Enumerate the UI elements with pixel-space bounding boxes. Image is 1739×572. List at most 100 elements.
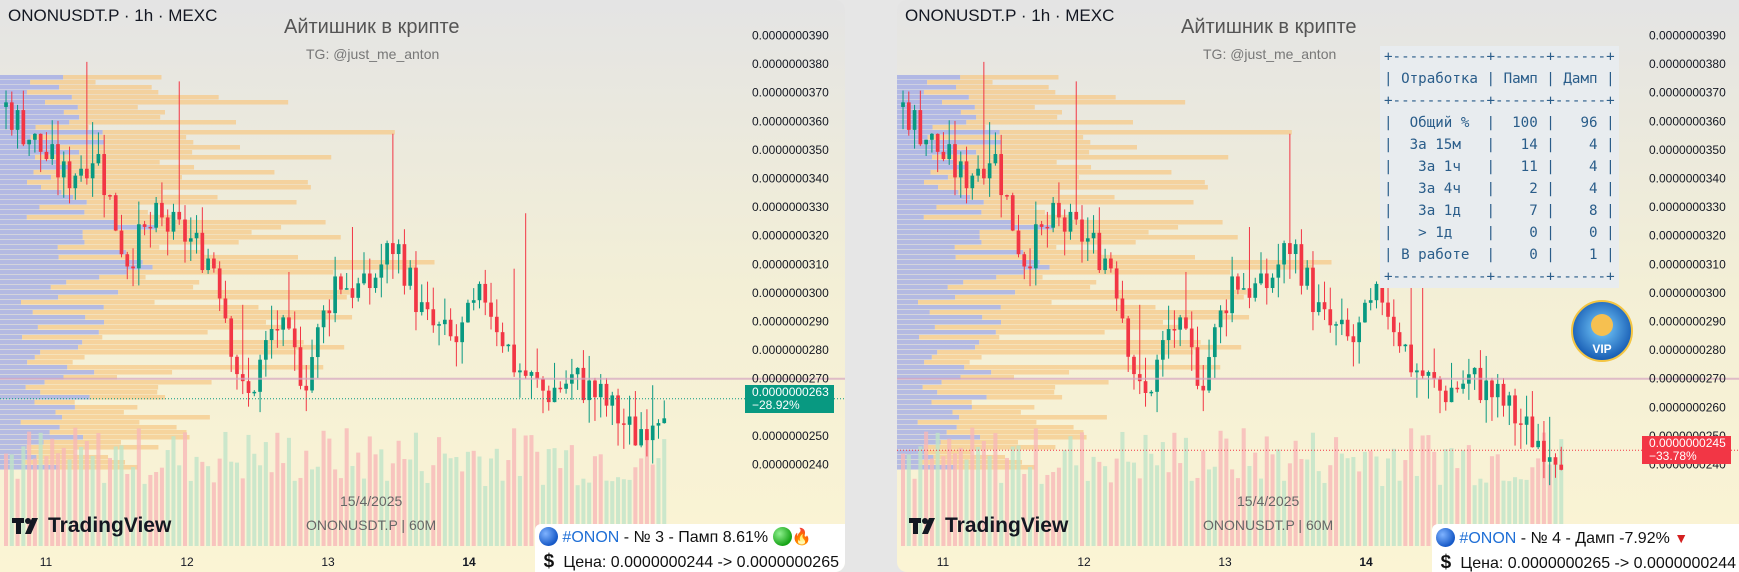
y-tick-label: 0.0000000310	[1649, 257, 1726, 271]
volume-bar	[1461, 450, 1466, 546]
profile-bar-sell	[1023, 250, 1098, 255]
profile-bar-sell	[63, 110, 165, 115]
profile-bar-sell	[86, 200, 297, 205]
profile-bar-sell	[27, 360, 73, 365]
profile-bar-sell	[57, 245, 160, 250]
profile-bar-buy	[0, 210, 85, 215]
profile-bar-sell	[960, 110, 1062, 115]
coin-hashtag[interactable]: #ONON	[562, 529, 620, 546]
volume-bar	[356, 452, 361, 546]
volume-bar	[159, 467, 164, 546]
candle-body	[165, 217, 170, 232]
volume-bar	[344, 428, 349, 546]
last-price: 0.0000000245	[1649, 436, 1726, 451]
candle-body	[906, 102, 911, 130]
coin-hashtag[interactable]: #ONON	[1459, 530, 1517, 547]
volume-bar	[546, 449, 551, 546]
profile-bar-sell	[59, 425, 177, 430]
last-price-tag: 0.0000000263 −28.92%	[745, 384, 834, 413]
profile-bar-buy	[897, 285, 948, 290]
volume-bar	[431, 465, 436, 546]
profile-bar-buy	[0, 340, 83, 345]
candle-body	[1051, 202, 1055, 228]
volume-bar	[981, 440, 986, 546]
profile-bar-sell	[50, 285, 194, 290]
dollar-icon: $	[543, 551, 555, 572]
volume-bar	[1149, 453, 1154, 546]
candle-body	[1518, 423, 1523, 425]
candle-body	[1443, 390, 1448, 403]
volume-bar	[148, 474, 153, 546]
profile-bar-sell	[1053, 225, 1179, 230]
candle-body	[1368, 300, 1373, 303]
y-tick-label: 0.0000000370	[752, 86, 829, 100]
profile-bar-sell	[58, 295, 347, 300]
volume-bar	[1287, 463, 1292, 546]
volume-bar	[79, 446, 84, 546]
candle-body	[958, 161, 963, 178]
profile-bar-buy	[0, 190, 62, 195]
candle-body	[240, 374, 245, 382]
candle-body	[1536, 440, 1540, 448]
signal-caption: #ONON - № 3 - Памп 8.61% 🔥 $ Цена: 0.000…	[534, 524, 845, 572]
price-change: −33.78%	[1649, 449, 1697, 464]
y-tick-label: 0.0000000370	[1649, 86, 1726, 100]
volume-bar	[1074, 465, 1079, 546]
volume-bar	[136, 428, 141, 546]
profile-bar-buy	[897, 75, 961, 80]
profile-bar-sell	[970, 195, 1115, 200]
candle-body	[4, 102, 8, 107]
candle-body	[1501, 383, 1506, 406]
candlestick-chart[interactable]: 0.0000000390 0.0000000380 0.0000000370 0.00…	[897, 0, 1739, 572]
profile-bar-sell	[1001, 140, 1091, 145]
candle-body	[1513, 395, 1517, 424]
volume-bar	[598, 454, 603, 546]
volume-bar	[142, 483, 147, 546]
profile-bar-buy	[897, 215, 924, 220]
profile-bar-sell	[927, 80, 993, 85]
volume-bar	[217, 458, 222, 546]
profile-bar-sell	[983, 200, 1194, 205]
candle-body	[512, 344, 516, 373]
profile-bar-sell	[59, 85, 152, 90]
volume-bar	[912, 478, 917, 546]
profile-bar-sell	[940, 440, 1018, 445]
y-tick-label: 0.0000000240	[752, 458, 829, 472]
volume-bar	[627, 479, 632, 546]
profile-bar-sell	[34, 400, 75, 405]
tradingview-logo[interactable]: TradingView	[12, 514, 171, 538]
profile-bar-sell	[1000, 305, 1156, 310]
profile-bar-buy	[897, 255, 956, 260]
vip-badge-icon[interactable]: VIP	[1571, 300, 1633, 362]
candle-body	[1322, 302, 1327, 310]
blue-circle-icon	[1435, 528, 1455, 547]
profile-bar-buy	[897, 445, 924, 450]
candle-body	[1184, 317, 1188, 329]
volume-bar	[131, 467, 136, 546]
volume-bar	[211, 482, 216, 546]
profile-bar-buy	[897, 105, 975, 110]
candle-body	[385, 243, 389, 265]
tradingview-logo[interactable]: TradingView	[909, 514, 1068, 538]
y-tick-label: 0.0000000380	[1649, 57, 1726, 71]
volume-bar	[1195, 477, 1200, 546]
candlestick-chart[interactable]: 0.0000000390 0.0000000380 0.0000000370 0.00…	[0, 0, 845, 572]
volume-bar	[1391, 448, 1396, 546]
profile-bar-sell	[1014, 220, 1223, 225]
candle-body	[1420, 370, 1425, 376]
profile-bar-sell	[964, 365, 1221, 370]
volume-bar	[390, 463, 395, 546]
volume-bar	[906, 454, 911, 546]
volume-bar	[993, 433, 998, 546]
y-tick-label: 0.0000000300	[752, 286, 829, 300]
volume-bar	[234, 462, 239, 546]
volume-bar	[177, 465, 182, 546]
price-line: $ Цена: 0.0000000265 -> 0.0000000244	[1436, 551, 1736, 572]
candle-body	[38, 133, 43, 152]
profile-bar-sell	[82, 340, 304, 345]
candle-body	[1085, 238, 1090, 242]
y-tick-label: 0.0000000300	[1649, 286, 1726, 300]
x-axis: 11 12 13 14	[937, 555, 1373, 569]
candle-body	[1553, 457, 1558, 465]
candle-body	[1542, 440, 1546, 462]
